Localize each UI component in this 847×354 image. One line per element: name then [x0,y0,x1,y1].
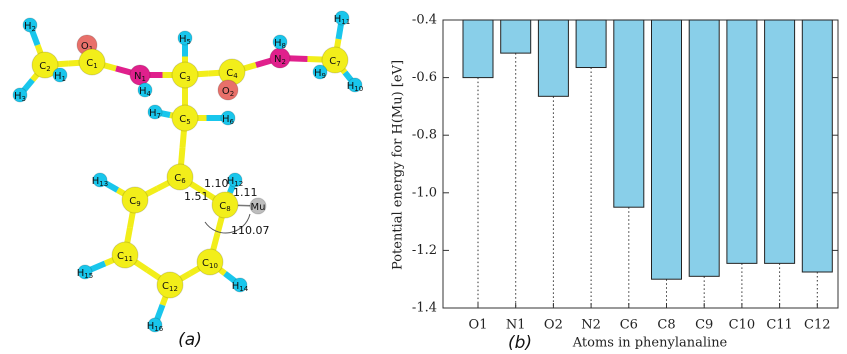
atom-symbol: H [147,321,155,332]
atom-symbol: C [226,68,233,79]
atom-index: 11 [124,255,133,263]
atom-symbol: C [202,258,209,269]
atom-index: 10 [209,262,218,270]
atom-symbol: H [222,114,230,125]
atom-symbol: C [129,196,136,207]
atom-symbol: H [24,21,32,32]
atom-index: 16 [154,325,163,333]
x-tick-label: C12 [804,318,831,333]
atom-index: 4 [147,90,152,98]
atom-index: 7 [336,60,340,68]
atom-symbol: H [14,91,22,102]
atom-symbol: H [334,14,342,25]
atom-symbol: H [54,71,62,82]
x-tick-label: C10 [729,318,756,333]
atom-label: Mu [251,202,266,213]
atom-symbol: H [232,281,240,292]
x-tick-label: C11 [766,318,793,333]
atom-symbol: C [39,61,46,72]
atom-symbol: H [139,86,147,97]
y-tick-label: -0.4 [412,13,437,28]
atom-index: 5 [186,118,190,126]
atom-symbol: C [162,281,169,292]
y-tick-label: -1.2 [412,243,437,258]
y-tick-label: -1.4 [412,301,437,316]
x-tick-label: C6 [620,318,638,333]
atom-symbol: Mu [251,202,266,213]
atom-symbol: C [179,114,186,125]
y-tick-label: -1.0 [412,185,437,200]
y-tick-label: -0.6 [412,70,437,85]
y-tick-label: -0.8 [412,128,437,143]
atom-symbol: N [134,71,141,82]
atom-symbol: O [222,86,230,97]
atom-symbol: C [219,201,226,212]
caption: (b) [508,333,532,353]
measurement: 1.51 [184,190,209,203]
bar [614,20,644,207]
measurement: 1.10 [204,177,229,190]
atom-index: 14 [239,285,248,293]
atom-index: 2 [282,58,286,66]
x-tick-label: N1 [506,318,526,333]
x-axis-title: Atoms in phenylanaline [572,336,728,351]
bar [802,20,832,272]
atom-index: 9 [322,72,326,80]
x-tick-label: C9 [695,318,713,333]
atom-index: 2 [46,65,50,73]
atom-index: 10 [354,85,363,93]
x-tick-label: O2 [544,318,563,333]
bar [463,20,493,78]
bar [652,20,682,279]
atom-index: 6 [230,118,235,126]
atom-index: 3 [186,75,190,83]
bar [727,20,757,263]
atom-symbol: N [274,54,281,65]
x-tick-label: C8 [657,318,675,333]
atom-symbol: H [347,81,355,92]
atom-index: 2 [32,25,36,33]
atom-index: 4 [233,72,238,80]
atom-index: 12 [169,285,178,293]
atom-symbol: C [329,56,336,67]
atom-index: 1 [62,75,66,83]
chart: (b) Atoms in phenylanaline Potential ene… [391,13,839,354]
molecule: H2O1C1C2H1H3N1H4C3H5C4O2N2H8C7H11H9H10H7… [13,11,363,333]
caption: (a) [178,330,202,350]
atom-index: 13 [99,180,108,188]
atom-symbol: H [149,108,157,119]
atom-index: 6 [181,177,186,185]
atom-symbol: H [274,38,282,49]
atom-index: 1 [93,62,97,70]
bar [765,20,795,263]
atom-index: 15 [84,272,93,280]
atom-symbol: H [314,68,322,79]
bar [576,20,606,68]
y-axis-title: Potential energy for H(Mu) [eV] [391,60,406,270]
atom-symbol: H [77,268,85,279]
atom-index: 8 [226,205,230,213]
bar [538,20,568,96]
bar [689,20,719,276]
atom-index: 11 [341,18,350,26]
x-tick-label: O1 [469,318,488,333]
atom-index: 3 [22,95,26,103]
atom-index: 1 [142,75,146,83]
measurement: 1.11 [233,186,258,199]
atom-symbol: H [92,176,100,187]
atom-index: 2 [230,90,234,98]
atom-index: 9 [136,200,140,208]
measurement: 110.07 [231,224,270,237]
atom-index: 7 [157,112,161,120]
atom-index: 5 [187,38,191,46]
atom-symbol: C [86,58,93,69]
atom-symbol: C [117,251,124,262]
figure: H2O1C1C2H1H3N1H4C3H5C4O2N2H8C7H11H9H10H7… [0,0,847,354]
atom-symbol: C [179,71,186,82]
x-tick-label: N2 [581,318,601,333]
atom-symbol: H [179,34,187,45]
bar [501,20,531,53]
atom-index: 8 [282,42,286,50]
atom-symbol: C [174,173,181,184]
